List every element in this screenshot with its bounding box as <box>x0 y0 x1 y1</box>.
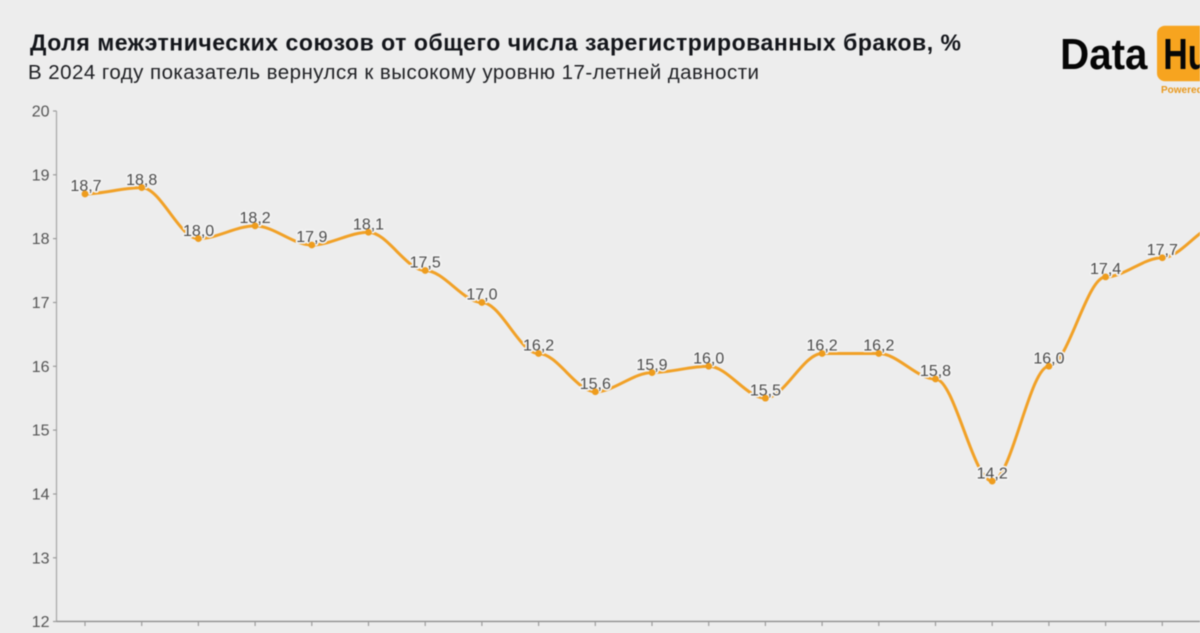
svg-text:16,0: 16,0 <box>1033 350 1064 367</box>
svg-text:17,9: 17,9 <box>296 229 327 246</box>
svg-text:17,4: 17,4 <box>1090 261 1121 278</box>
svg-text:12: 12 <box>32 614 50 628</box>
svg-text:16: 16 <box>32 359 50 376</box>
svg-text:15,8: 15,8 <box>920 363 951 380</box>
svg-text:16,2: 16,2 <box>863 338 894 355</box>
svg-text:14: 14 <box>32 487 50 504</box>
svg-text:15: 15 <box>32 423 50 440</box>
svg-text:18: 18 <box>32 231 50 248</box>
svg-text:16,0: 16,0 <box>693 350 724 367</box>
svg-text:17,7: 17,7 <box>1147 242 1178 259</box>
svg-text:13: 13 <box>32 550 50 567</box>
svg-text:Data: Data <box>1060 29 1148 78</box>
svg-text:15,5: 15,5 <box>750 382 781 399</box>
svg-text:Hub: Hub <box>1163 31 1200 79</box>
svg-text:18,1: 18,1 <box>353 216 384 233</box>
svg-text:15,6: 15,6 <box>580 376 611 393</box>
svg-text:17: 17 <box>32 295 50 312</box>
svg-text:14,2: 14,2 <box>977 465 1008 482</box>
svg-text:18,2: 18,2 <box>240 210 271 227</box>
svg-text:18,8: 18,8 <box>126 172 157 189</box>
svg-text:20: 20 <box>32 104 50 121</box>
svg-text:17,5: 17,5 <box>410 255 441 272</box>
svg-text:Доля межэтнических союзов от о: Доля межэтнических союзов от общего числ… <box>30 30 961 56</box>
svg-text:17,0: 17,0 <box>466 287 497 304</box>
svg-text:16,2: 16,2 <box>807 338 838 355</box>
svg-text:19: 19 <box>32 167 50 184</box>
svg-text:16,2: 16,2 <box>523 338 554 355</box>
svg-text:18,7: 18,7 <box>70 178 101 195</box>
svg-text:В 2024 году показатель вернулс: В 2024 году показатель вернулся к высоко… <box>28 61 759 84</box>
svg-text:Powered by: Powered by <box>1161 85 1200 96</box>
svg-text:15,9: 15,9 <box>636 357 667 374</box>
svg-text:18,0: 18,0 <box>183 223 214 240</box>
